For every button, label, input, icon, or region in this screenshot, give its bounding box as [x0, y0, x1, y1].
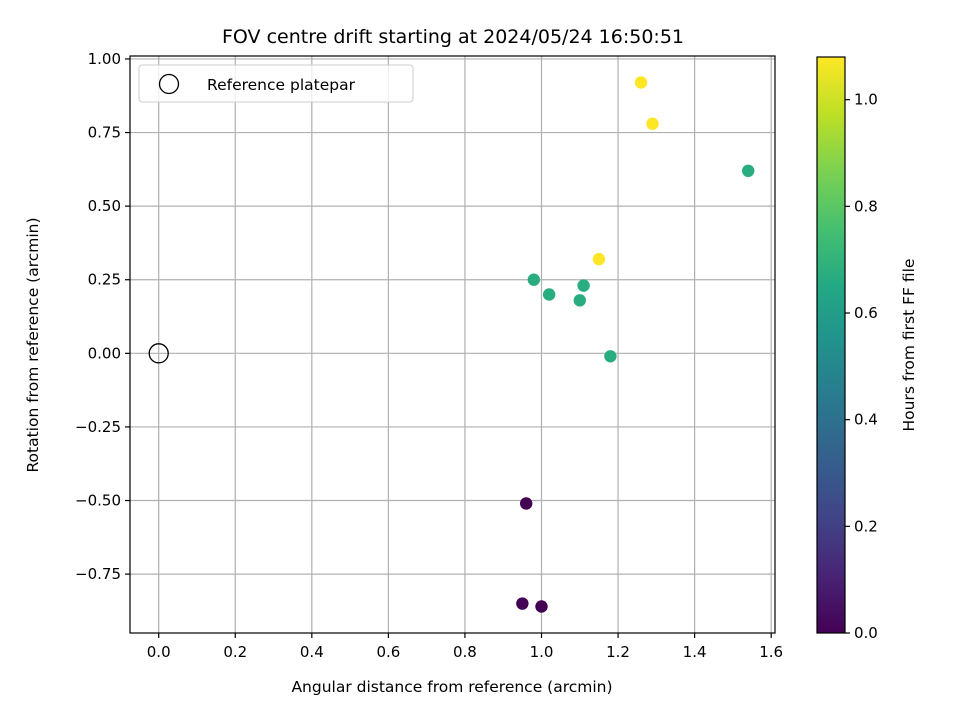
- x-tick-label: 0.6: [376, 643, 400, 661]
- data-point: [573, 294, 586, 307]
- y-tick-label: −0.75: [75, 565, 121, 583]
- x-tick-label: 0.0: [147, 643, 171, 661]
- data-point: [577, 279, 590, 292]
- colorbar-tick-label: 0.0: [854, 624, 878, 642]
- data-point: [516, 597, 529, 610]
- x-tick-label: 1.0: [530, 643, 554, 661]
- legend: Reference platepar: [138, 64, 414, 103]
- x-tick-label: 0.2: [223, 643, 247, 661]
- colorbar-tick-label: 0.4: [854, 411, 878, 429]
- y-tick-label: 0.75: [88, 124, 121, 142]
- y-tick-label: 0.50: [88, 197, 121, 215]
- legend-reference-marker: [158, 73, 180, 95]
- reference-marker: [148, 343, 169, 364]
- data-point: [646, 117, 659, 130]
- x-tick-label: 1.6: [759, 643, 783, 661]
- y-tick-label: 0.00: [88, 344, 121, 362]
- chart-title: FOV centre drift starting at 2024/05/24 …: [222, 26, 684, 48]
- y-axis-label: Rotation from reference (arcmin): [24, 217, 42, 472]
- legend-box: [138, 64, 414, 103]
- legend-label: Reference platepar: [207, 76, 356, 94]
- y-tick-label: 1.00: [88, 50, 121, 68]
- x-tick-label: 1.2: [606, 643, 630, 661]
- colorbar-tick-label: 0.6: [854, 304, 878, 322]
- data-point: [634, 76, 648, 89]
- x-tick-label: 1.4: [683, 643, 707, 661]
- data-point: [535, 600, 548, 613]
- data-point: [542, 288, 556, 301]
- data-point: [527, 273, 541, 286]
- grid: [130, 56, 775, 633]
- y-axis-ticks: 1.00 0.75 0.50 0.25 0.00 −0.25 −0.50 −0.75: [75, 50, 130, 583]
- reference-marker-layer: [148, 343, 169, 364]
- y-tick-label: −0.25: [75, 418, 121, 436]
- data-point: [742, 164, 755, 178]
- data-point: [592, 252, 606, 266]
- colorbar-tick-label: 0.8: [854, 197, 878, 215]
- data-point: [519, 497, 533, 510]
- x-axis-ticks: 0.0 0.2 0.4 0.6 0.8 1.0 1.2 1.4 1.6: [147, 633, 783, 661]
- x-tick-label: 0.4: [300, 643, 324, 661]
- plot-frame: [129, 55, 776, 634]
- y-tick-label: 0.25: [88, 271, 121, 289]
- colorbar-label: Hours from first FF file: [900, 259, 918, 432]
- colorbar-tick-label: 0.2: [854, 517, 878, 535]
- x-axis-label: Angular distance from reference (arcmin): [291, 678, 612, 696]
- colorbar-frame: [816, 56, 846, 634]
- y-tick-label: −0.50: [75, 492, 121, 510]
- data-point: [604, 350, 617, 363]
- x-tick-label: 0.8: [453, 643, 477, 661]
- data-points: [516, 76, 755, 613]
- colorbar-ticks: 0.0 0.2 0.4 0.6 0.8 1.0: [845, 91, 878, 642]
- colorbar-tick-label: 1.0: [854, 91, 878, 109]
- colorbar: [817, 57, 845, 633]
